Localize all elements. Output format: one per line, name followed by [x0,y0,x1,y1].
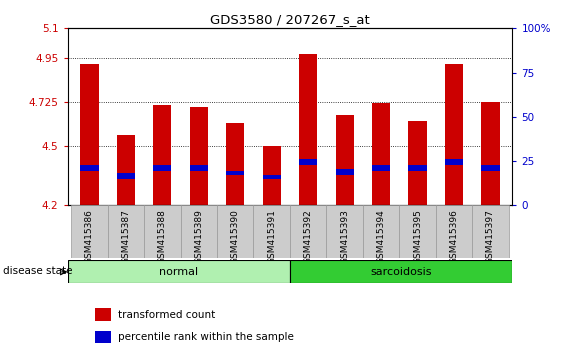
Bar [481,102,499,205]
Bar [108,205,144,258]
Text: GSM415395: GSM415395 [413,210,422,264]
Bar [153,105,172,205]
Bar [217,205,253,258]
Bar [481,165,499,171]
Bar [68,260,290,283]
Bar [299,159,318,165]
Bar [336,115,354,205]
Bar [181,205,217,258]
Bar [290,205,327,258]
Bar [190,165,208,171]
Bar [253,205,290,258]
Bar [472,205,509,258]
Text: disease state: disease state [3,266,72,276]
Text: GSM415392: GSM415392 [303,210,312,264]
Text: GSM415397: GSM415397 [486,210,495,264]
Bar [190,107,208,205]
Bar [445,64,463,205]
Bar [327,205,363,258]
Bar [290,260,512,283]
Bar [226,171,244,175]
Bar [262,175,281,179]
Title: GDS3580 / 207267_s_at: GDS3580 / 207267_s_at [210,13,370,26]
Text: normal: normal [159,267,198,277]
Bar [95,331,111,343]
Text: GSM415393: GSM415393 [340,210,349,264]
Bar [144,205,181,258]
Bar [408,121,427,205]
Bar [336,169,354,175]
Bar [153,165,172,171]
Bar [226,123,244,205]
Text: GSM415394: GSM415394 [377,210,386,264]
Bar [408,165,427,171]
Bar [117,135,135,205]
Bar [363,205,399,258]
Bar [95,308,111,321]
Text: transformed count: transformed count [118,310,215,320]
Text: GSM415388: GSM415388 [158,210,167,264]
Text: GSM415391: GSM415391 [267,210,276,264]
Text: GSM415396: GSM415396 [449,210,458,264]
Bar [81,64,99,205]
Bar [299,54,318,205]
Bar [399,205,436,258]
Bar [71,205,108,258]
Bar [436,205,472,258]
Bar [117,173,135,179]
Bar [372,165,390,171]
Text: GSM415390: GSM415390 [231,210,240,264]
Bar [445,159,463,165]
Bar [262,146,281,205]
Text: GSM415386: GSM415386 [85,210,94,264]
Text: percentile rank within the sample: percentile rank within the sample [118,332,293,342]
Text: GSM415387: GSM415387 [122,210,131,264]
Bar [81,165,99,171]
Text: GSM415389: GSM415389 [194,210,203,264]
Bar [372,103,390,205]
Text: sarcoidosis: sarcoidosis [370,267,432,277]
